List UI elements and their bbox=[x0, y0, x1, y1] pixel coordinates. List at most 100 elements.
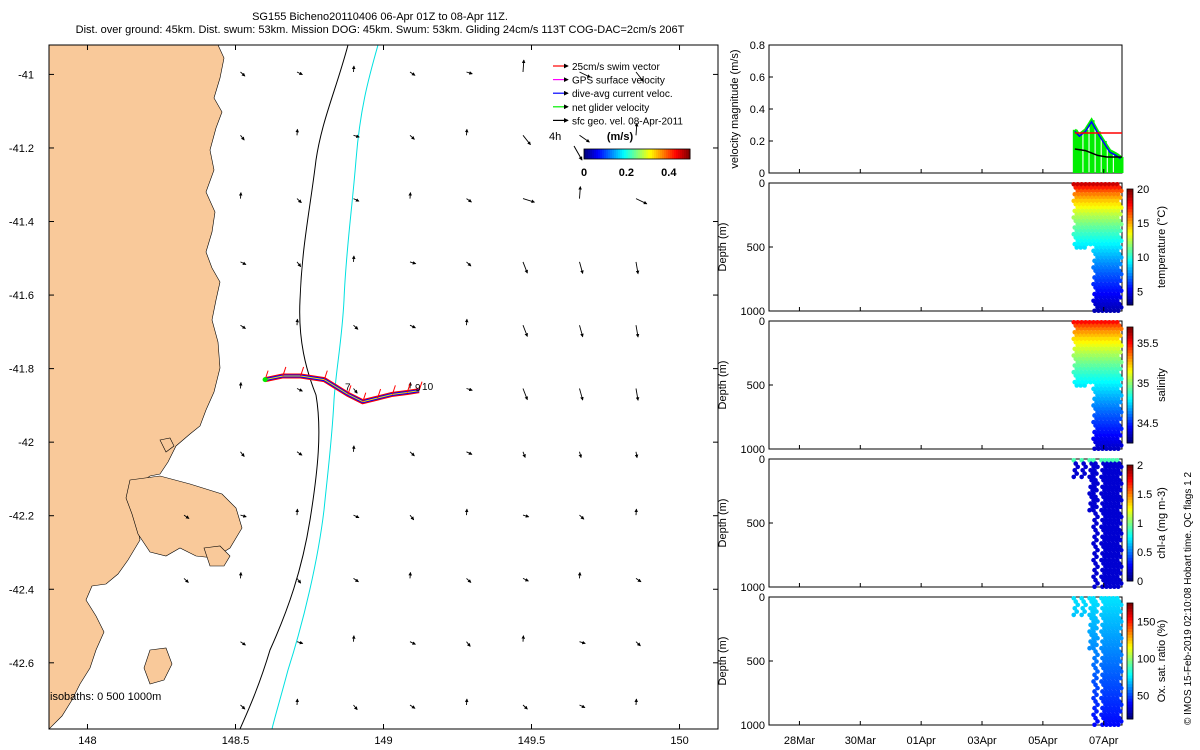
profile-dot bbox=[1117, 195, 1123, 200]
profile-colorbar-cell bbox=[1127, 218, 1133, 222]
profile-dot bbox=[1092, 275, 1097, 280]
profile-dot bbox=[1084, 208, 1089, 214]
colorbar-tick-label: 0.4 bbox=[661, 167, 677, 179]
profile-dot bbox=[1101, 511, 1106, 516]
profile-dot bbox=[1071, 319, 1077, 325]
profile-dot bbox=[1113, 373, 1118, 378]
profile-dot bbox=[1103, 695, 1108, 701]
profile-dot bbox=[1091, 231, 1096, 237]
profile-dot bbox=[1076, 379, 1082, 385]
profile-dot bbox=[1091, 612, 1096, 618]
velocity-y-tick-label: 0.8 bbox=[750, 40, 765, 52]
colorbar-cell bbox=[642, 149, 645, 159]
profile-dot bbox=[1080, 191, 1085, 197]
profile-colorbar-tick-label: 0.5 bbox=[1137, 547, 1152, 559]
velocity-y-label: velocity magnitude (m/s) bbox=[729, 49, 741, 168]
profile-dot bbox=[1080, 208, 1085, 214]
profile-colorbar-cell bbox=[1127, 672, 1133, 676]
profile-colorbar-cell bbox=[1127, 387, 1133, 392]
profile-dot bbox=[1115, 258, 1121, 264]
profile-dot bbox=[1083, 336, 1088, 342]
profile-dot bbox=[1111, 712, 1116, 718]
profile-dot bbox=[1108, 346, 1113, 352]
profile-dot bbox=[1101, 301, 1106, 307]
profile-dot bbox=[1087, 629, 1092, 634]
profile-dot bbox=[1113, 201, 1118, 207]
profile-dot bbox=[1093, 218, 1098, 224]
profile-dot bbox=[1104, 622, 1109, 628]
profile-dot bbox=[1105, 577, 1110, 583]
profile-colorbar-cell bbox=[1127, 347, 1133, 351]
profile-dot bbox=[1109, 477, 1114, 483]
profile-dot bbox=[1118, 271, 1124, 277]
profile-dot bbox=[1085, 235, 1090, 240]
profile-dot bbox=[1109, 682, 1114, 688]
profile-dot bbox=[1116, 201, 1122, 207]
profile-colorbar-cell bbox=[1127, 206, 1133, 210]
profile-dot bbox=[1118, 221, 1124, 227]
profile-dot bbox=[1092, 605, 1097, 611]
profile-dot bbox=[1107, 369, 1112, 375]
profile-dot bbox=[1105, 185, 1110, 190]
profile-panel-frame bbox=[768, 458, 1123, 588]
profile-dot bbox=[1092, 655, 1097, 661]
profile-dot bbox=[1114, 612, 1120, 618]
profile-dot bbox=[1116, 649, 1122, 654]
profile-dot bbox=[1108, 672, 1113, 678]
profile-dot bbox=[1092, 705, 1097, 711]
profile-dot bbox=[1092, 567, 1097, 573]
profile-dot bbox=[1099, 695, 1104, 701]
profile-colorbar-cell bbox=[1127, 632, 1133, 636]
colorbar-cell bbox=[630, 149, 633, 159]
profile-dot bbox=[1104, 467, 1109, 473]
profile-dot bbox=[1089, 356, 1094, 362]
profile-dot bbox=[1100, 241, 1105, 247]
profile-dot bbox=[1117, 642, 1123, 648]
profile-dot bbox=[1093, 561, 1098, 566]
profile-dot bbox=[1117, 433, 1123, 438]
profile-dot bbox=[1116, 561, 1122, 566]
surface-velocity-arrow bbox=[296, 578, 302, 584]
profile-dot bbox=[1087, 645, 1092, 651]
profile-dot bbox=[1104, 191, 1109, 197]
x-tick-label: 149 bbox=[374, 735, 392, 747]
profile-dot bbox=[1095, 497, 1100, 503]
profile-dot bbox=[1096, 191, 1101, 197]
profile-dot bbox=[1093, 423, 1098, 428]
legend-entry: GPS surface velocity bbox=[572, 76, 665, 87]
profile-dot bbox=[1114, 474, 1120, 480]
profile-dot bbox=[1103, 524, 1108, 530]
net-velocity-bar bbox=[1072, 129, 1078, 173]
ref-arrow-label: 4h bbox=[549, 131, 561, 143]
profile-dot bbox=[1105, 423, 1110, 428]
profile-colorbar-cell bbox=[1127, 623, 1133, 627]
profile-dot bbox=[1093, 682, 1098, 688]
colorbar-cell bbox=[600, 149, 603, 159]
profile-dot bbox=[1091, 215, 1096, 220]
profile-dot bbox=[1103, 265, 1108, 270]
profile-dot bbox=[1077, 339, 1083, 345]
profile-dot bbox=[1073, 356, 1079, 362]
profile-panel-frame bbox=[768, 320, 1123, 450]
profile-dot bbox=[1107, 712, 1112, 718]
profile-dot bbox=[1107, 595, 1112, 601]
profile-dot bbox=[1088, 484, 1093, 490]
profile-dot bbox=[1109, 339, 1114, 345]
profile-colorbar-cell bbox=[1127, 572, 1133, 576]
profile-dot bbox=[1117, 504, 1123, 510]
profile-dot bbox=[1117, 709, 1123, 714]
profile-dot bbox=[1080, 363, 1085, 368]
profile-dot bbox=[1089, 218, 1094, 224]
profile-colorbar-cell bbox=[1127, 235, 1133, 239]
geostrophic-speed-line bbox=[1074, 148, 1122, 158]
x-tick-label: 150 bbox=[670, 735, 688, 747]
profile-colorbar-cell bbox=[1127, 476, 1133, 480]
profile-dot bbox=[1096, 346, 1101, 352]
credit-text: © IMOS 15-Feb-2019 02:10:08 Hobart time.… bbox=[1183, 472, 1194, 725]
depth-axis-label: Depth (m) bbox=[717, 361, 729, 410]
profile-dot bbox=[1112, 584, 1117, 590]
profile-dot bbox=[1095, 619, 1100, 624]
surface-velocity-arrow bbox=[579, 640, 586, 645]
profile-dot bbox=[1115, 689, 1121, 694]
profile-dot bbox=[1099, 645, 1104, 651]
